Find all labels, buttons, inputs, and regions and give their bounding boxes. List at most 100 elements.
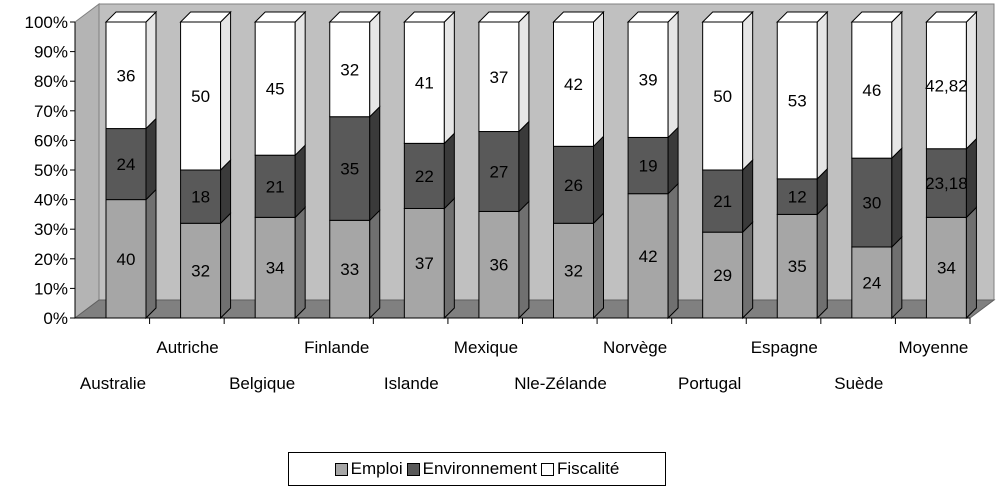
x-tick-label: Suède bbox=[834, 374, 883, 393]
legend-label-emploi: Emploi bbox=[350, 459, 403, 478]
bar-top bbox=[626, 11, 680, 23]
legend: Emploi Environnement Fiscalité bbox=[288, 452, 666, 486]
bar-segment-emploi bbox=[180, 222, 222, 319]
bar-side bbox=[145, 10, 157, 130]
bar-stack: 36 27 37 bbox=[477, 10, 531, 320]
x-tick-label: Mexique bbox=[454, 338, 518, 357]
bar-segment-fiscalité bbox=[627, 21, 669, 138]
bar-stack: 24 30 46 bbox=[850, 10, 904, 320]
data-label: 32 bbox=[564, 262, 583, 281]
bar-stack: 42 19 39 bbox=[626, 10, 680, 320]
x-tick-label: Moyenne bbox=[898, 338, 968, 357]
bar-side bbox=[667, 182, 679, 320]
bar-side bbox=[443, 197, 455, 320]
bar-segment-environnement bbox=[925, 148, 967, 218]
bar-stack: 34 21 45 bbox=[253, 10, 307, 320]
bar-stack: 37 22 41 bbox=[403, 10, 456, 320]
x-tick-label: Islande bbox=[384, 374, 439, 393]
bar-side bbox=[742, 220, 754, 320]
bar-stack: 35 12 53 bbox=[776, 10, 829, 320]
bar-top bbox=[328, 11, 381, 23]
bar-side bbox=[220, 212, 232, 320]
bar-segment-fiscalité bbox=[254, 21, 296, 156]
data-label: 29 bbox=[713, 266, 732, 285]
bar-side bbox=[518, 10, 530, 133]
x-tick-label: Espagne bbox=[751, 338, 818, 357]
bar-segment-fiscalité bbox=[851, 21, 893, 159]
bar-segment-fiscalité bbox=[329, 21, 371, 118]
bar-side bbox=[667, 126, 679, 195]
bar-segment-fiscalité bbox=[180, 21, 222, 171]
bar-segment-fiscalité bbox=[553, 21, 594, 147]
legend-item-fiscalite: Fiscalité bbox=[540, 459, 620, 479]
data-label: 24 bbox=[862, 273, 881, 292]
data-label: 36 bbox=[117, 66, 136, 85]
bars: 40 24 36 32 18 50 34 21 45 33 35 32 37 22 41 36 27 37 32 26… bbox=[104, 10, 978, 324]
y-tick-label: 0% bbox=[43, 309, 68, 328]
bar-side bbox=[294, 143, 306, 219]
bar-stack: 32 18 50 bbox=[179, 10, 232, 320]
bar-side bbox=[220, 10, 232, 172]
data-label: 18 bbox=[191, 188, 210, 207]
data-label: 41 bbox=[415, 74, 434, 93]
data-label: 12 bbox=[788, 188, 807, 207]
bar-side bbox=[667, 10, 679, 139]
bar-stack: 40 24 36 bbox=[104, 10, 158, 320]
y-tick-label: 30% bbox=[34, 220, 68, 239]
bar-segment-emploi bbox=[403, 207, 445, 319]
y-axis: 0% 10% 20% 30% 40% 50% 60% 70% 80% 90% 100% bbox=[25, 13, 970, 328]
bar-top bbox=[701, 11, 754, 23]
legend-label-fiscalite: Fiscalité bbox=[556, 459, 620, 478]
data-label: 24 bbox=[117, 155, 136, 174]
legend-item-emploi: Emploi bbox=[334, 459, 403, 479]
data-label: 45 bbox=[266, 80, 285, 99]
data-label: 46 bbox=[862, 81, 881, 100]
bar-segment-fiscalité bbox=[478, 21, 520, 133]
bar-side bbox=[816, 10, 828, 181]
bar-side bbox=[443, 132, 455, 210]
data-label: 35 bbox=[788, 257, 807, 276]
bar-stack: 34 23,18 42,82 bbox=[925, 10, 978, 320]
bar-segment-environnement bbox=[627, 136, 669, 195]
bar-segment-environnement bbox=[105, 128, 147, 201]
data-label: 23,18 bbox=[925, 174, 968, 193]
y-tick-label: 20% bbox=[34, 250, 68, 269]
x-tick-label: Autriche bbox=[156, 338, 218, 357]
y-tick-label: 100% bbox=[25, 13, 68, 32]
data-label: 34 bbox=[937, 259, 956, 278]
bar-side bbox=[294, 206, 306, 320]
data-label: 36 bbox=[489, 256, 508, 275]
legend-item-environnement: Environnement bbox=[406, 459, 537, 479]
bar-segment-environnement bbox=[478, 131, 520, 212]
bar-side bbox=[593, 135, 604, 225]
bar-segment-emploi bbox=[478, 210, 520, 319]
bar-segment-emploi bbox=[851, 246, 893, 319]
bar-segment-emploi bbox=[105, 199, 147, 319]
bar-segment-fiscalité bbox=[105, 21, 147, 130]
y-tick-label: 50% bbox=[34, 161, 68, 180]
data-label: 32 bbox=[340, 60, 359, 79]
bar-top bbox=[104, 11, 158, 23]
data-label: 37 bbox=[415, 254, 434, 273]
data-label: 39 bbox=[639, 71, 658, 90]
bar-top bbox=[850, 11, 904, 23]
y-tick-label: 60% bbox=[34, 131, 68, 150]
bar-top bbox=[477, 11, 531, 23]
bar-side bbox=[891, 146, 903, 249]
bar-top bbox=[179, 11, 232, 23]
bar-segment-emploi bbox=[925, 216, 967, 319]
side-wall bbox=[74, 3, 100, 319]
data-label: 21 bbox=[713, 192, 732, 211]
bar-stack: 33 35 32 bbox=[328, 10, 381, 320]
bar-side bbox=[742, 10, 754, 172]
bar-side bbox=[816, 203, 828, 320]
y-tick-label: 90% bbox=[34, 43, 68, 62]
bar-stack: 32 26 42 bbox=[552, 10, 605, 320]
data-label: 21 bbox=[266, 177, 285, 196]
data-label: 22 bbox=[415, 167, 434, 186]
bar-side bbox=[742, 158, 754, 234]
data-label: 19 bbox=[639, 157, 658, 176]
bar-segment-emploi bbox=[553, 222, 594, 319]
bar-top bbox=[253, 11, 307, 23]
